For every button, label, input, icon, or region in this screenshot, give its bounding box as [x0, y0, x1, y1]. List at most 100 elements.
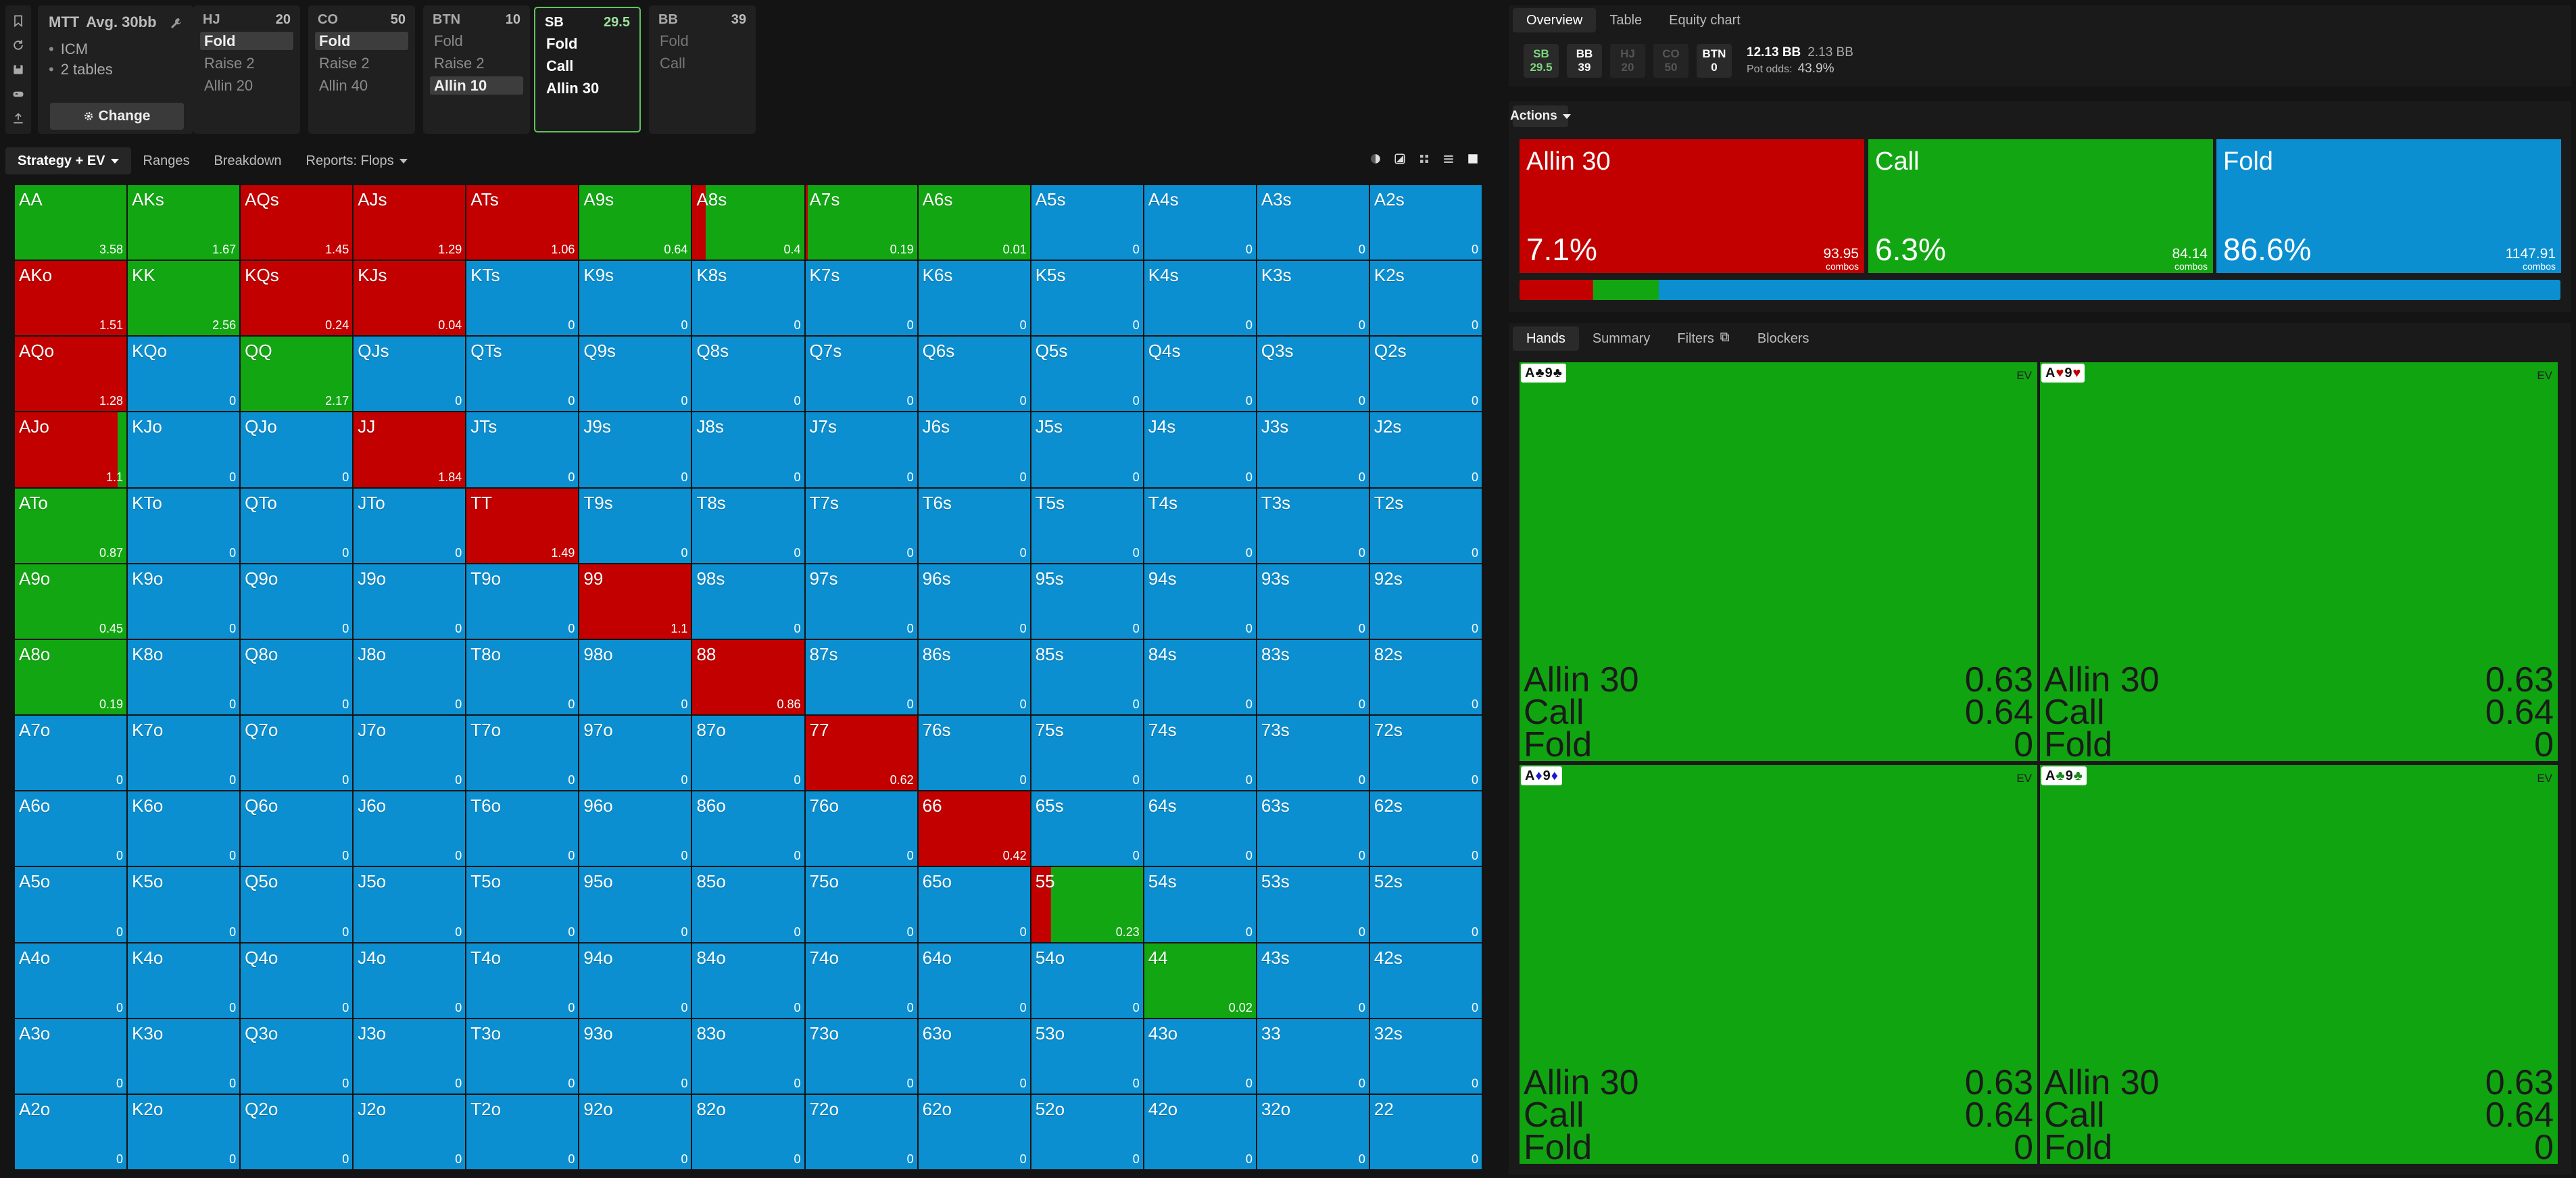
- hand-cell[interactable]: 42s 0: [1369, 943, 1482, 1018]
- hand-cell[interactable]: 85s 0: [1031, 639, 1143, 715]
- position-chip-bb[interactable]: BB 39: [1567, 44, 1602, 78]
- hand-cell[interactable]: Q9o 0: [241, 564, 353, 639]
- hand-cell[interactable]: 73o 0: [805, 1019, 917, 1094]
- hand-cell[interactable]: 65s 0: [1031, 791, 1143, 866]
- hand-cell[interactable]: JTo 0: [354, 488, 466, 563]
- hand-cell[interactable]: Q7o 0: [241, 716, 353, 791]
- hand-cell[interactable]: Q9s 0: [579, 337, 691, 412]
- hand-cell[interactable]: Q8o 0: [241, 639, 353, 715]
- hand-cell[interactable]: AQs 1.45: [241, 185, 353, 260]
- hand-cell[interactable]: KQs 0.24: [241, 261, 353, 336]
- refresh-icon[interactable]: [8, 35, 28, 55]
- hand-cell[interactable]: J8s 0: [692, 412, 804, 487]
- hand-cell[interactable]: QTo 0: [241, 488, 353, 563]
- hand-cell[interactable]: 72s 0: [1369, 716, 1482, 791]
- hand-cell[interactable]: Q5o 0: [241, 867, 353, 942]
- theme-toggle-icon[interactable]: [1367, 150, 1384, 168]
- hand-cell[interactable]: 94s 0: [1144, 564, 1256, 639]
- hand-cell[interactable]: 83o 0: [692, 1019, 804, 1094]
- hand-cell[interactable]: 76s 0: [918, 716, 1030, 791]
- tab-overview[interactable]: Overview: [1513, 8, 1597, 32]
- hand-cell[interactable]: Q2o 0: [241, 1094, 353, 1169]
- hand-cell[interactable]: J4s 0: [1144, 412, 1256, 487]
- hand-cell[interactable]: AQo 1.28: [15, 337, 127, 412]
- hand-cell[interactable]: 43s 0: [1257, 943, 1369, 1018]
- tab-equity-chart[interactable]: Equity chart: [1669, 12, 1741, 28]
- hand-cell[interactable]: A5o 0: [15, 867, 127, 942]
- actions-dropdown[interactable]: Actions: [1510, 105, 1571, 127]
- hand-cell[interactable]: JTs 0: [466, 412, 579, 487]
- hand-cell[interactable]: T8o 0: [466, 639, 579, 715]
- hand-cell[interactable]: KQo 0: [128, 337, 240, 412]
- position-chip-hj[interactable]: HJ 20: [1610, 44, 1645, 78]
- hand-cell[interactable]: 88 0.86: [692, 639, 804, 715]
- hand-combo-card[interactable]: A ♦ 9 ♦ EV Allin 30 0.63 Call 0.64 Fold 0: [1520, 765, 2037, 1164]
- hand-cell[interactable]: 75s 0: [1031, 716, 1143, 791]
- position-action[interactable]: Fold: [660, 32, 689, 49]
- hand-cell[interactable]: T7s 0: [805, 488, 917, 563]
- contrast-icon[interactable]: [1391, 150, 1409, 168]
- tab-reports-flops[interactable]: Reports: Flops: [294, 147, 420, 174]
- hand-cell[interactable]: A9s 0.64: [579, 185, 691, 260]
- position-action[interactable]: Allin 20: [204, 77, 253, 94]
- hand-cell[interactable]: AJo 1.1: [15, 412, 127, 487]
- hand-combo-card[interactable]: A ♥ 9 ♥ EV Allin 30 0.63 Call 0.64 Fold 0: [2040, 362, 2558, 761]
- hand-cell[interactable]: 92s 0: [1369, 564, 1482, 639]
- hand-cell[interactable]: T2s 0: [1369, 488, 1482, 563]
- hand-cell[interactable]: J5o 0: [354, 867, 466, 942]
- hand-cell[interactable]: A6o 0: [15, 791, 127, 866]
- tab-filters[interactable]: Filters: [1663, 326, 1743, 351]
- hand-cell[interactable]: K4s 0: [1144, 261, 1256, 336]
- hand-cell[interactable]: 87o 0: [692, 716, 804, 791]
- hand-cell[interactable]: A8s 0.4: [692, 185, 804, 260]
- hand-cell[interactable]: A7s 0.19: [805, 185, 917, 260]
- hand-cell[interactable]: T9o 0: [466, 564, 579, 639]
- position-chip-sb[interactable]: SB 29.5: [1524, 44, 1559, 78]
- hand-cell[interactable]: K7s 0: [805, 261, 917, 336]
- hand-cell[interactable]: 97s 0: [805, 564, 917, 639]
- hand-cell[interactable]: 74s 0: [1144, 716, 1256, 791]
- change-button[interactable]: Change: [50, 103, 184, 130]
- hand-cell[interactable]: J2o 0: [354, 1094, 466, 1169]
- hand-cell[interactable]: T6o 0: [466, 791, 579, 866]
- hand-cell[interactable]: 44 0.02: [1144, 943, 1256, 1018]
- tab-breakdown[interactable]: Breakdown: [214, 153, 282, 168]
- wrench-icon[interactable]: [169, 16, 185, 32]
- hand-cell[interactable]: 86o 0: [692, 791, 804, 866]
- position-action[interactable]: Call: [546, 57, 574, 74]
- hand-cell[interactable]: 98s 0: [692, 564, 804, 639]
- action-box-call[interactable]: Call 6.3% 84.14 combos: [1868, 139, 2213, 273]
- hand-cell[interactable]: 55 0.23: [1031, 867, 1143, 942]
- position-action[interactable]: Allin 10: [430, 76, 523, 95]
- tab-blockers[interactable]: Blockers: [1757, 330, 1809, 346]
- tab-summary[interactable]: Summary: [1592, 330, 1651, 346]
- hand-cell[interactable]: Q4o 0: [241, 943, 353, 1018]
- hand-cell[interactable]: T9s 0: [579, 488, 691, 563]
- hand-cell[interactable]: KJs 0.04: [354, 261, 466, 336]
- hand-cell[interactable]: A3s 0: [1257, 185, 1369, 260]
- hand-cell[interactable]: T5s 0: [1031, 488, 1143, 563]
- hand-cell[interactable]: Q2s 0: [1369, 337, 1482, 412]
- hand-cell[interactable]: J7s 0: [805, 412, 917, 487]
- hand-cell[interactable]: 97o 0: [579, 716, 691, 791]
- hand-cell[interactable]: 62s 0: [1369, 791, 1482, 866]
- position-action[interactable]: Call: [660, 55, 685, 72]
- hand-cell[interactable]: 95s 0: [1031, 564, 1143, 639]
- hand-cell[interactable]: 77 0.62: [805, 716, 917, 791]
- hand-cell[interactable]: 72o 0: [805, 1094, 917, 1169]
- compact-grid-icon[interactable]: [1415, 150, 1433, 168]
- hand-cell[interactable]: 63s 0: [1257, 791, 1369, 866]
- hand-cell[interactable]: 84o 0: [692, 943, 804, 1018]
- position-chip-btn[interactable]: BTN 0: [1697, 44, 1732, 78]
- hand-cell[interactable]: KJo 0: [128, 412, 240, 487]
- hand-cell[interactable]: TT 1.49: [466, 488, 579, 563]
- controller-icon[interactable]: [8, 84, 28, 104]
- hand-combo-card[interactable]: A ♣ 9 ♣ EV Allin 30 0.63 Call 0.64 Fold 0: [2040, 765, 2558, 1164]
- hand-cell[interactable]: K9o 0: [128, 564, 240, 639]
- hand-cell[interactable]: JJ 1.84: [354, 412, 466, 487]
- position-panel-co[interactable]: CO 50 Fold Raise 2 Allin 40: [308, 5, 415, 134]
- hand-cell[interactable]: Q3o 0: [241, 1019, 353, 1094]
- hand-cell[interactable]: 62o 0: [918, 1094, 1030, 1169]
- hand-cell[interactable]: J4o 0: [354, 943, 466, 1018]
- position-action[interactable]: Fold: [546, 35, 578, 52]
